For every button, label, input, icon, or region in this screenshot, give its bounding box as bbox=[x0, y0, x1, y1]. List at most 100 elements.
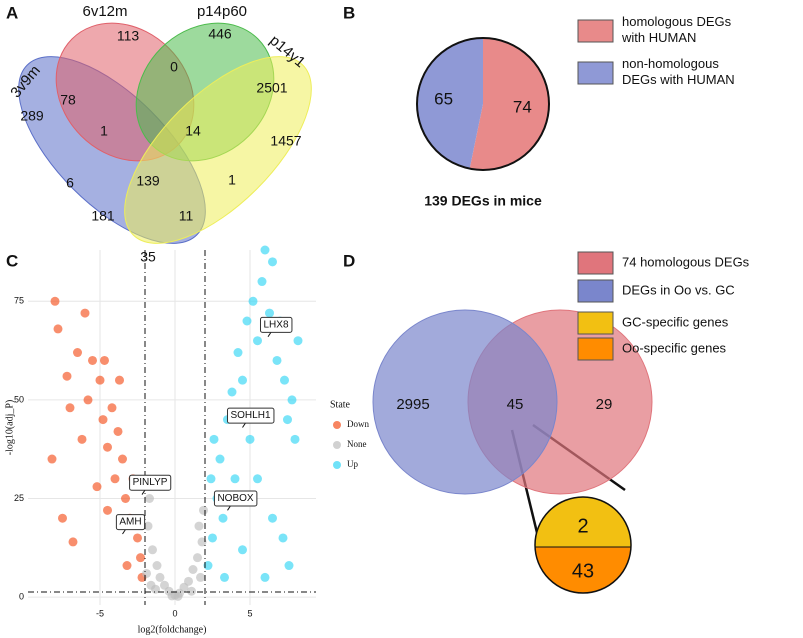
legend-label: Oo-specific genes bbox=[622, 340, 727, 355]
y-tick-label: 0 bbox=[19, 591, 24, 601]
panel-label: C bbox=[6, 251, 18, 270]
point bbox=[233, 348, 243, 358]
point bbox=[103, 442, 112, 452]
legend-swatch bbox=[577, 337, 614, 361]
point bbox=[208, 533, 217, 543]
point bbox=[110, 474, 120, 484]
point bbox=[107, 403, 117, 413]
point bbox=[218, 513, 228, 523]
pie-slice bbox=[469, 38, 549, 170]
region-count: 139 bbox=[136, 173, 160, 189]
point bbox=[80, 308, 90, 318]
point bbox=[220, 572, 229, 582]
annotation-box bbox=[129, 474, 172, 491]
panel-label: A bbox=[6, 3, 18, 22]
point bbox=[103, 505, 112, 515]
point bbox=[115, 375, 124, 385]
region-count: 113 bbox=[117, 28, 140, 44]
annotation-box bbox=[213, 490, 258, 507]
point bbox=[197, 537, 207, 547]
point bbox=[142, 568, 151, 578]
y-tick-label: 50 bbox=[14, 394, 24, 404]
x-tick-label: 5 bbox=[247, 608, 252, 618]
pie-title: 139 DEGs in mice bbox=[424, 193, 542, 209]
region-count: 1 bbox=[100, 123, 108, 139]
point bbox=[253, 336, 262, 346]
legend-swatch bbox=[577, 251, 614, 275]
annotation-box bbox=[115, 514, 146, 531]
legend-marker bbox=[333, 421, 341, 429]
point bbox=[50, 296, 60, 306]
region-count: 181 bbox=[91, 208, 115, 224]
set-circle bbox=[372, 309, 558, 495]
annotation-label: PINLYP bbox=[133, 477, 168, 488]
legend-swatch bbox=[577, 61, 614, 85]
region-count: 0 bbox=[170, 59, 178, 75]
point bbox=[206, 474, 216, 484]
point bbox=[47, 454, 57, 464]
x-axis-label: log2(foldchange) bbox=[138, 624, 207, 635]
point bbox=[133, 533, 142, 543]
point bbox=[272, 355, 282, 365]
legend-label: GC-specific genes bbox=[622, 314, 729, 329]
point bbox=[118, 454, 127, 464]
point bbox=[238, 545, 247, 555]
region-count: 45 bbox=[507, 396, 524, 413]
legend-label: DEGs in Oo vs. GC bbox=[622, 282, 735, 297]
set-label: 6v12m bbox=[82, 3, 127, 20]
point bbox=[155, 572, 165, 582]
point bbox=[245, 434, 255, 444]
region-count: 14 bbox=[185, 123, 201, 139]
point bbox=[188, 565, 198, 574]
point bbox=[152, 561, 162, 571]
point bbox=[100, 355, 109, 365]
point bbox=[184, 576, 193, 586]
annotation-box bbox=[226, 407, 275, 424]
point bbox=[215, 454, 225, 464]
point bbox=[238, 375, 247, 385]
point bbox=[283, 415, 292, 425]
region-count: 446 bbox=[208, 26, 232, 42]
x-tick-label: 0 bbox=[172, 608, 177, 618]
legend-label: homologous DEGs with HUMAN bbox=[622, 14, 732, 45]
point bbox=[253, 474, 262, 484]
legend-marker bbox=[333, 461, 341, 469]
legend-label: None bbox=[347, 439, 367, 449]
point bbox=[248, 296, 258, 306]
point bbox=[187, 586, 196, 596]
legend-marker bbox=[333, 441, 341, 449]
point bbox=[260, 572, 270, 582]
set-ellipse bbox=[124, 56, 312, 244]
point bbox=[265, 308, 274, 318]
point bbox=[199, 505, 208, 515]
point bbox=[280, 375, 289, 385]
legend-swatch bbox=[577, 279, 614, 303]
point bbox=[209, 434, 219, 444]
legend-title: State bbox=[330, 399, 351, 410]
point bbox=[113, 426, 123, 436]
point bbox=[95, 375, 105, 385]
point bbox=[77, 434, 87, 444]
point bbox=[284, 561, 294, 571]
y-tick-label: 75 bbox=[14, 296, 24, 306]
region-count: 1 bbox=[228, 172, 236, 188]
annotation-label: LHX8 bbox=[263, 319, 288, 330]
y-axis-label: -log10(adj_P) bbox=[4, 400, 15, 456]
legend-label: Up bbox=[347, 459, 358, 469]
annotation-label: SOHLH1 bbox=[230, 410, 270, 421]
point bbox=[136, 553, 145, 563]
annotation-label: NOBOX bbox=[217, 493, 253, 504]
point bbox=[196, 572, 205, 582]
point bbox=[145, 494, 154, 503]
legend-label: non-homologous DEGs with HUMAN bbox=[622, 56, 735, 87]
point bbox=[151, 584, 160, 594]
pie-outline bbox=[534, 496, 632, 594]
point bbox=[290, 434, 300, 444]
point bbox=[58, 513, 67, 523]
panel-label: B bbox=[343, 3, 355, 22]
point bbox=[73, 348, 82, 358]
point bbox=[230, 474, 240, 484]
region-count: 29 bbox=[596, 396, 613, 413]
slice-label: 2 bbox=[577, 515, 588, 537]
